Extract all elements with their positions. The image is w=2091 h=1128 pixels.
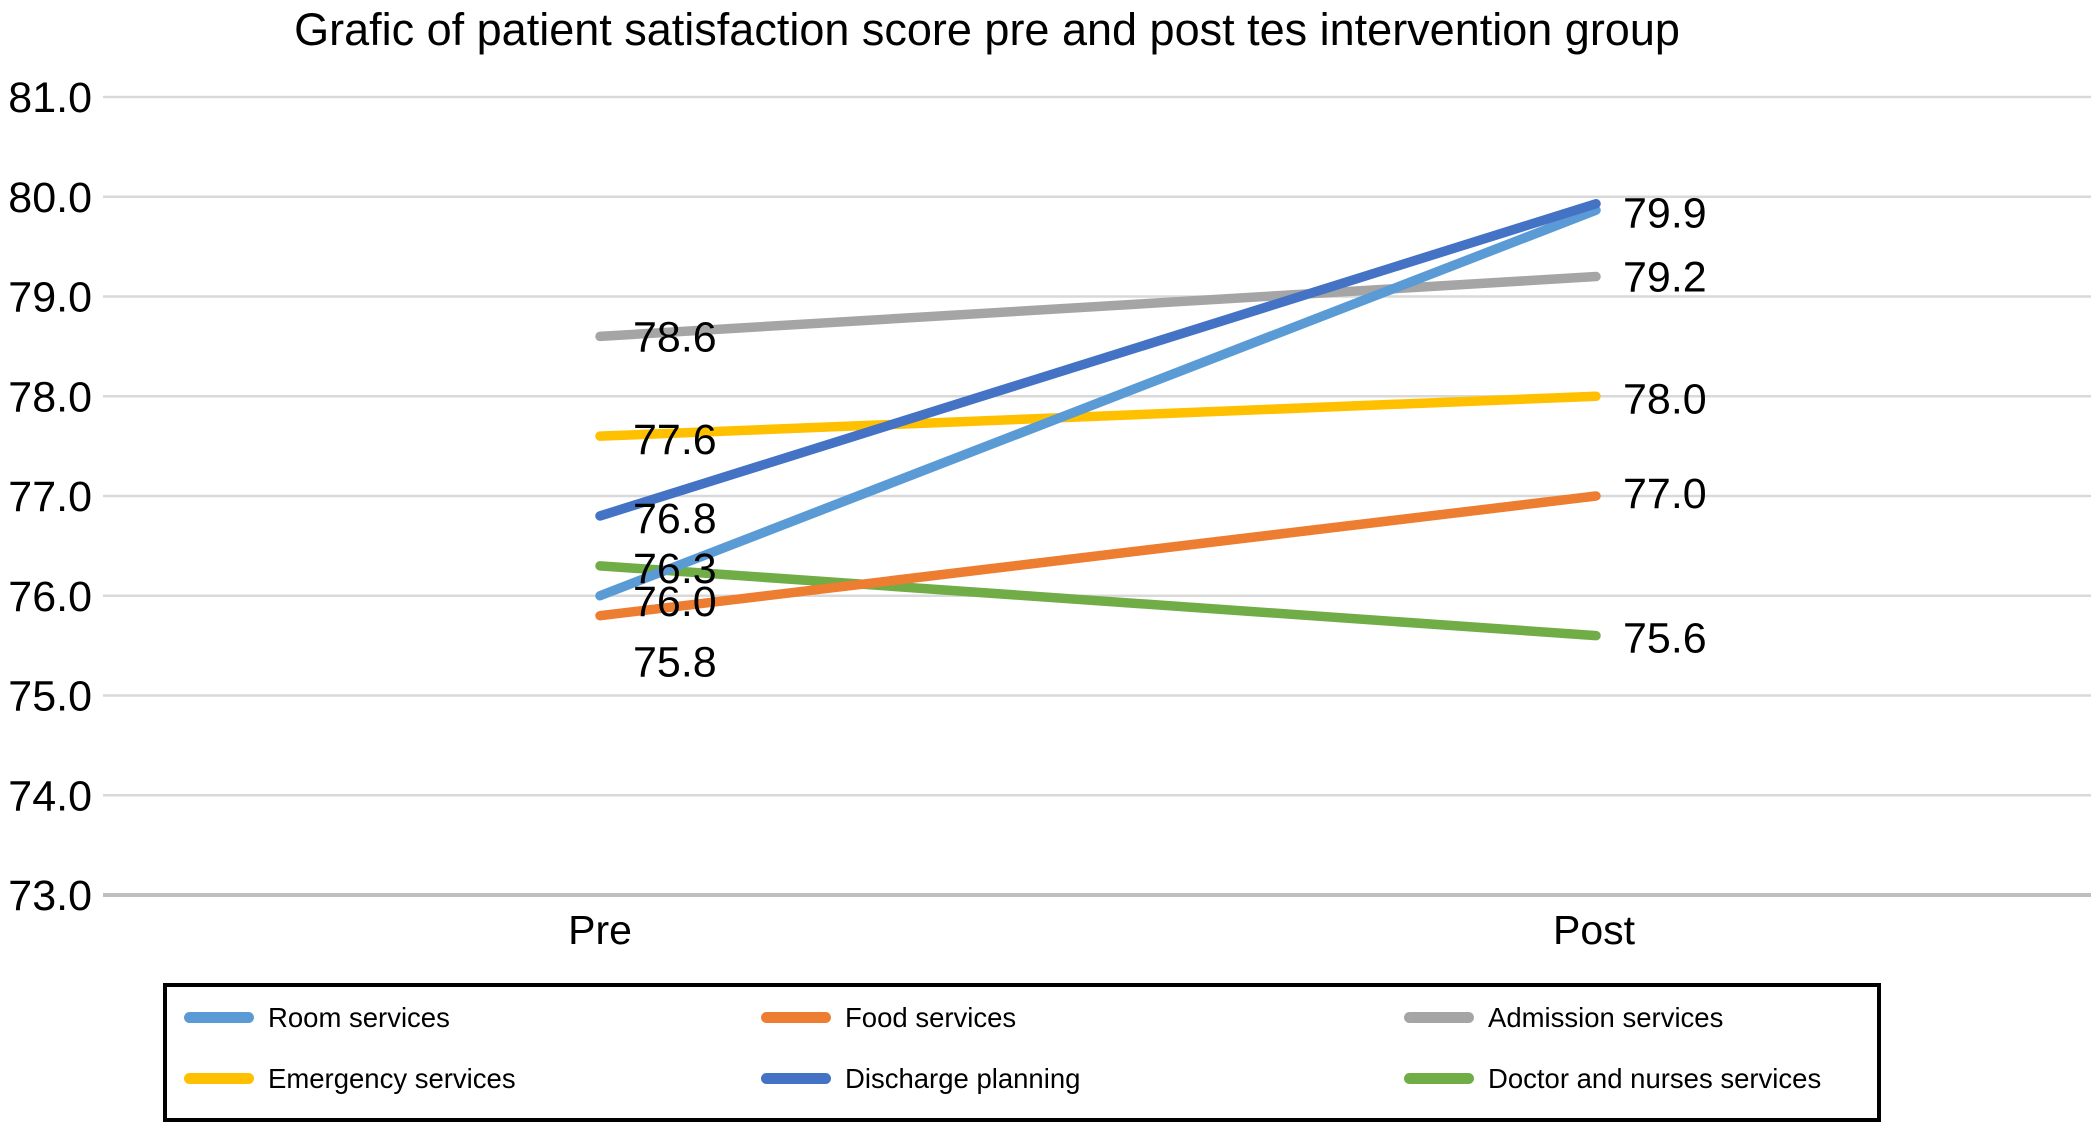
data-label-discharge-planning-pre: 76.8 xyxy=(633,495,717,543)
data-label-food-services-post: 77.0 xyxy=(1623,470,1707,518)
y-tick-label: 74.0 xyxy=(8,772,92,820)
legend: Room services Food services Admission serv… xyxy=(163,983,1881,1122)
legend-item-discharge-planning: Discharge planning xyxy=(761,1048,1404,1109)
y-tick-label: 79.0 xyxy=(8,274,92,322)
legend-label: Admission services xyxy=(1488,1001,1724,1033)
chart-title: Grafic of patient satisfaction score pre… xyxy=(294,4,1680,55)
legend-swatch-emergency-services xyxy=(184,1073,254,1084)
legend-label: Room services xyxy=(268,1001,450,1033)
series-line-room-services xyxy=(595,205,1601,601)
y-tick-label: 73.0 xyxy=(8,872,92,920)
series-line-emergency-services xyxy=(595,391,1601,441)
series-line-doctor-and-nurses-services xyxy=(595,561,1601,641)
series-line-food-services xyxy=(595,491,1601,621)
data-label-doctor-and-nurses-services-pre: 76.3 xyxy=(633,545,717,593)
y-tick-label: 75.0 xyxy=(8,673,92,721)
series-line-discharge-planning xyxy=(595,198,1601,521)
legend-swatch-admission-services xyxy=(1404,1012,1474,1023)
y-tick-label: 78.0 xyxy=(8,373,92,421)
legend-swatch-food-services xyxy=(761,1012,831,1023)
legend-item-food-services: Food services xyxy=(761,987,1404,1048)
data-label-admission-services-pre: 78.6 xyxy=(633,313,717,361)
y-tick-label: 77.0 xyxy=(8,473,92,521)
legend-swatch-room-services xyxy=(184,1012,254,1023)
legend-label: Doctor and nurses services xyxy=(1488,1062,1822,1094)
y-tick-label: 81.0 xyxy=(8,74,92,122)
legend-item-room-services: Room services xyxy=(184,987,761,1048)
data-label-room-services-pre: 76.0 xyxy=(633,578,717,626)
x-category-label: Post xyxy=(1553,907,1636,953)
y-tick-label: 76.0 xyxy=(8,573,92,621)
legend-label: Food services xyxy=(845,1001,1017,1033)
legend-swatch-discharge-planning xyxy=(761,1073,831,1084)
x-category-label: Pre xyxy=(568,907,632,953)
y-tick-label: 80.0 xyxy=(8,174,92,222)
data-label-doctor-and-nurses-services-post: 75.6 xyxy=(1623,615,1707,663)
legend-item-admission-services: Admission services xyxy=(1404,987,1877,1048)
legend-label: Emergency services xyxy=(268,1062,516,1094)
data-label-discharge-planning-post: 79.9 xyxy=(1623,190,1707,238)
legend-item-emergency-services: Emergency services xyxy=(184,1048,761,1109)
data-label-food-services-pre: 75.8 xyxy=(633,639,717,687)
legend-swatch-doctor-and-nurses-services xyxy=(1404,1073,1474,1084)
data-label-emergency-services-post: 78.0 xyxy=(1623,375,1707,423)
legend-label: Discharge planning xyxy=(845,1062,1081,1094)
data-label-emergency-services-pre: 77.6 xyxy=(633,416,717,464)
legend-item-doctor-and-nurses-services: Doctor and nurses services xyxy=(1404,1048,1877,1109)
series-line-admission-services xyxy=(595,271,1601,342)
data-label-admission-services-post: 79.2 xyxy=(1623,254,1707,302)
